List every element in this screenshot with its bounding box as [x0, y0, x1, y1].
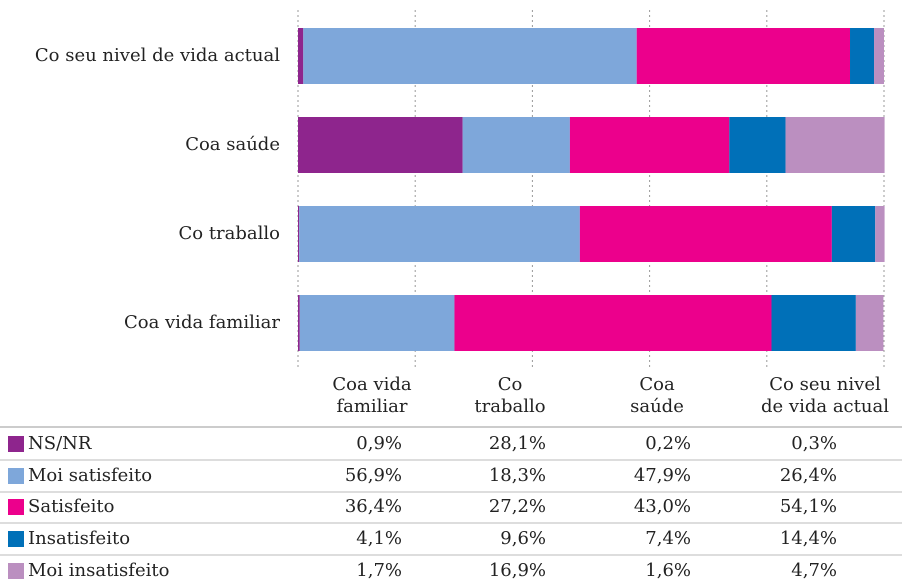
- bar-segment: [850, 28, 875, 84]
- table-value: 14,4%: [780, 528, 837, 549]
- table-value: 27,2%: [489, 496, 546, 517]
- y-tick-label: Coa saúde: [185, 134, 280, 155]
- bar-segment: [579, 206, 832, 262]
- table-value: 9,6%: [500, 528, 546, 549]
- legend-label: Satisfeito: [28, 496, 114, 517]
- column-header: Coa saúde: [630, 374, 684, 417]
- legend-swatch: [8, 499, 24, 515]
- bar-segment: [298, 117, 463, 173]
- bar-segment: [729, 117, 786, 173]
- table-value: 54,1%: [780, 496, 837, 517]
- table-value: 56,9%: [345, 465, 402, 486]
- table-value: 47,9%: [634, 465, 691, 486]
- bar-segment: [454, 295, 772, 351]
- legend-swatch: [8, 563, 24, 579]
- table-value: 28,1%: [489, 433, 546, 454]
- legend-label: NS/NR: [28, 433, 92, 454]
- bar-segment: [874, 28, 884, 84]
- y-tick-label: Co seu nivel de vida actual: [35, 45, 280, 66]
- table-value: 0,9%: [356, 433, 402, 454]
- bar-segment: [855, 295, 884, 351]
- table-value: 16,9%: [489, 560, 546, 580]
- bar-segment: [298, 206, 300, 262]
- table-value: 26,4%: [780, 465, 837, 486]
- table-value: 1,6%: [645, 560, 691, 580]
- y-tick-label: Coa vida familiar: [124, 312, 280, 333]
- bar-segment: [569, 117, 730, 173]
- legend-swatch: [8, 436, 24, 452]
- table-value: 43,0%: [634, 496, 691, 517]
- table-value: 0,3%: [791, 433, 837, 454]
- legend-swatch: [8, 468, 24, 484]
- bar-segment: [462, 117, 570, 173]
- legend-swatch: [8, 531, 24, 547]
- bar-segment: [636, 28, 851, 84]
- legend-label: Moi insatisfeito: [28, 560, 169, 580]
- column-header: Coa vida familiar: [332, 374, 412, 417]
- table-value: 18,3%: [489, 465, 546, 486]
- legend-label: Insatisfeito: [28, 528, 130, 549]
- table-value: 4,7%: [791, 560, 837, 580]
- y-tick-label: Co traballo: [178, 223, 280, 244]
- bar-segment: [299, 206, 580, 262]
- table-value: 7,4%: [645, 528, 691, 549]
- bar-segment: [785, 117, 885, 173]
- bar-segment: [298, 28, 304, 84]
- table-value: 1,7%: [356, 560, 402, 580]
- bar-segment: [875, 206, 885, 262]
- table-value: 36,4%: [345, 496, 402, 517]
- column-header: Co seu nivel de vida actual: [761, 374, 889, 417]
- column-header: Co traballo: [474, 374, 545, 417]
- table-value: 4,1%: [356, 528, 402, 549]
- bar-segment: [831, 206, 876, 262]
- legend-label: Moi satisfeito: [28, 465, 152, 486]
- bar-segment: [303, 28, 637, 84]
- bar-segment: [771, 295, 856, 351]
- table-value: 0,2%: [645, 433, 691, 454]
- bar-segment: [298, 295, 300, 351]
- bar-segment: [299, 295, 455, 351]
